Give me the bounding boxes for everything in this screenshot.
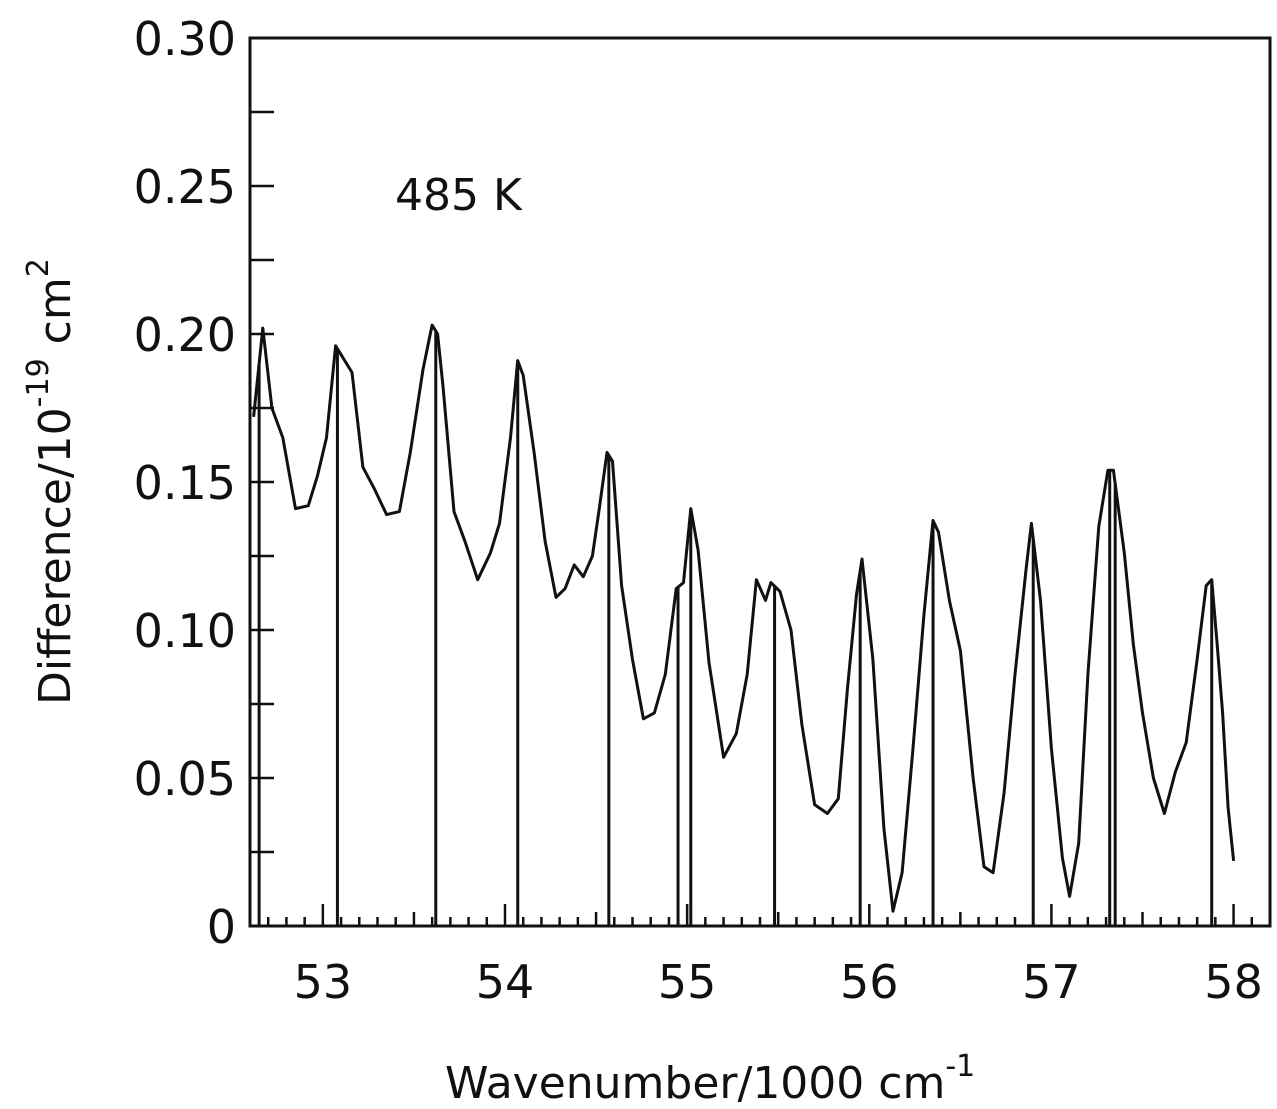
x-tick-label: 58	[1204, 955, 1263, 1009]
x-tick-label: 55	[658, 955, 717, 1009]
y-axis-ticks	[250, 36, 274, 928]
y-tick-label: 0.15	[134, 456, 236, 510]
y-axis-title-mid: cm	[30, 277, 81, 358]
x-tick-label: 53	[294, 955, 353, 1009]
y-tick-label: 0.10	[134, 604, 236, 658]
y-tick-label: 0	[207, 900, 236, 954]
y-tick-label: 0.05	[134, 752, 236, 806]
y-tick-label: 0.20	[134, 308, 236, 362]
y-axis-tick-labels: 0 0.05 0.10 0.15 0.20 0.25 0.30	[134, 12, 236, 954]
series-line	[252, 323, 1236, 913]
transition-lines	[257, 331, 1214, 926]
x-axis-tick-labels: 53 54 55 56 57 58	[294, 955, 1263, 1009]
y-axis-title-sup1: -19	[21, 358, 56, 407]
x-tick-label: 57	[1022, 955, 1081, 1009]
y-axis-title-base: Difference/10	[30, 407, 81, 705]
x-axis-ticks	[248, 904, 1272, 926]
x-axis-title: Wavenumber/1000 cm-1	[445, 1049, 975, 1109]
x-tick-label: 56	[840, 955, 899, 1009]
temperature-annotation: 485 K	[395, 170, 523, 221]
y-tick-label: 0.30	[134, 12, 236, 66]
x-axis-title-base: Wavenumber/1000 cm	[445, 1058, 945, 1109]
x-tick-label: 54	[476, 955, 535, 1009]
y-axis-title: Difference/10-19 cm2	[21, 258, 81, 705]
y-tick-label: 0.25	[134, 160, 236, 214]
x-axis-title-sup: -1	[945, 1049, 975, 1084]
y-axis-title-sup2: 2	[21, 258, 56, 277]
